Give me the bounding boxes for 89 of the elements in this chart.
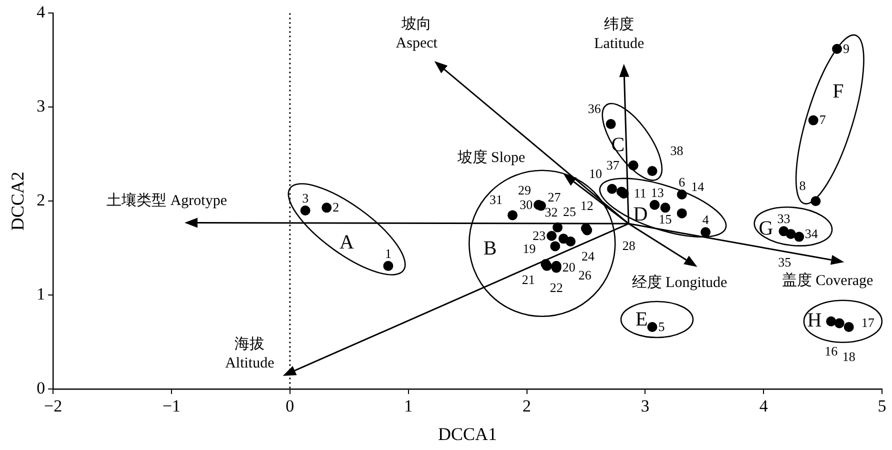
- point: [650, 200, 660, 210]
- y-tick-label: 2: [36, 190, 46, 210]
- annotation: 25: [563, 204, 576, 219]
- annotation: B: [483, 237, 497, 260]
- annotation: 12: [580, 198, 594, 213]
- annotation: 31: [490, 192, 503, 208]
- annotation: G: [758, 218, 774, 240]
- point: [647, 322, 658, 332]
- annotation: 盖度 Coverage: [782, 272, 874, 289]
- point: [508, 210, 518, 220]
- point: [606, 119, 616, 130]
- point: [616, 186, 626, 197]
- y-tick-label: 3: [36, 96, 46, 116]
- annotation: 11: [634, 186, 646, 201]
- point: [676, 208, 687, 218]
- annotation: 海拔 Altitude: [225, 336, 275, 372]
- point: [546, 230, 557, 241]
- annotation: 坡度 Slope: [456, 148, 526, 166]
- annotation: 20: [562, 260, 576, 275]
- annotation: 13: [650, 185, 664, 200]
- annotation: 23: [532, 228, 546, 243]
- point: [826, 316, 836, 326]
- point: [700, 227, 711, 238]
- annotation: 21: [522, 272, 535, 287]
- y-tick-label: 1: [36, 284, 46, 304]
- point: [808, 115, 818, 126]
- annotation: 28: [622, 238, 636, 253]
- annotation: 16: [824, 343, 838, 358]
- x-tick-label: 1: [404, 396, 413, 416]
- y-tick-label: 4: [36, 2, 46, 22]
- annotation: 27: [548, 190, 562, 205]
- x-tick-label: 4: [759, 396, 768, 416]
- x-tick-label: −1: [162, 396, 181, 416]
- annotation: F: [832, 80, 844, 102]
- point: [786, 228, 796, 239]
- annotation: 2: [332, 200, 340, 215]
- point: [300, 205, 310, 216]
- point: [383, 260, 394, 271]
- annotation: 坡向 Aspect: [396, 15, 438, 52]
- annotation: 4: [702, 212, 710, 228]
- annotation: 15: [658, 212, 672, 227]
- annotation: 10: [589, 166, 602, 181]
- x-tick-label: 3: [640, 396, 650, 416]
- annotation: 土壤类型 Agrotype: [106, 192, 228, 210]
- annotation: D: [633, 203, 648, 226]
- annotation: 34: [804, 226, 818, 241]
- annotation: 30: [520, 196, 533, 212]
- annotation: 26: [578, 268, 592, 283]
- annotation: A: [340, 232, 355, 254]
- annotation: 22: [550, 280, 563, 295]
- annotation: 8: [799, 178, 806, 194]
- point: [647, 166, 658, 176]
- annotation: 3: [302, 190, 309, 206]
- annotation: 24: [581, 248, 595, 264]
- annotation: 33: [777, 211, 790, 226]
- annotation: 14: [691, 179, 705, 194]
- x-tick-label: 0: [286, 396, 294, 416]
- annotation: 37: [606, 157, 620, 172]
- point: [660, 202, 670, 213]
- annotation: E: [636, 308, 648, 331]
- point: [607, 184, 618, 194]
- y-tick-label: 0: [36, 378, 46, 398]
- point: [834, 318, 844, 328]
- x-tick-label: 5: [878, 396, 886, 416]
- point: [550, 241, 560, 252]
- annotation: 38: [670, 142, 684, 158]
- annotation: 18: [842, 348, 856, 364]
- point: [566, 236, 576, 246]
- x-axis-title: DCCA1: [438, 424, 498, 444]
- annotation: 29: [518, 182, 531, 198]
- point: [322, 202, 332, 213]
- point: [844, 322, 854, 332]
- x-tick-label: −2: [44, 396, 62, 416]
- annotation: 9: [843, 40, 850, 56]
- annotation: 35: [778, 254, 792, 270]
- y-axis-title: DCCA2: [8, 172, 28, 231]
- x-tick-label: 2: [522, 396, 532, 416]
- annotation: H: [807, 310, 822, 332]
- annotation: 36: [588, 100, 602, 116]
- annotation: 17: [861, 315, 875, 330]
- annotation: 32: [544, 204, 558, 220]
- annotation: 19: [522, 240, 536, 256]
- annotation: 1: [384, 246, 392, 261]
- annotation: 经度 Longitude: [632, 274, 728, 291]
- point: [794, 232, 804, 242]
- annotation: 5: [658, 318, 665, 334]
- annotation: 纬度 Latitude: [594, 16, 644, 52]
- annotation: 6: [678, 174, 686, 190]
- annotation: 7: [819, 112, 826, 128]
